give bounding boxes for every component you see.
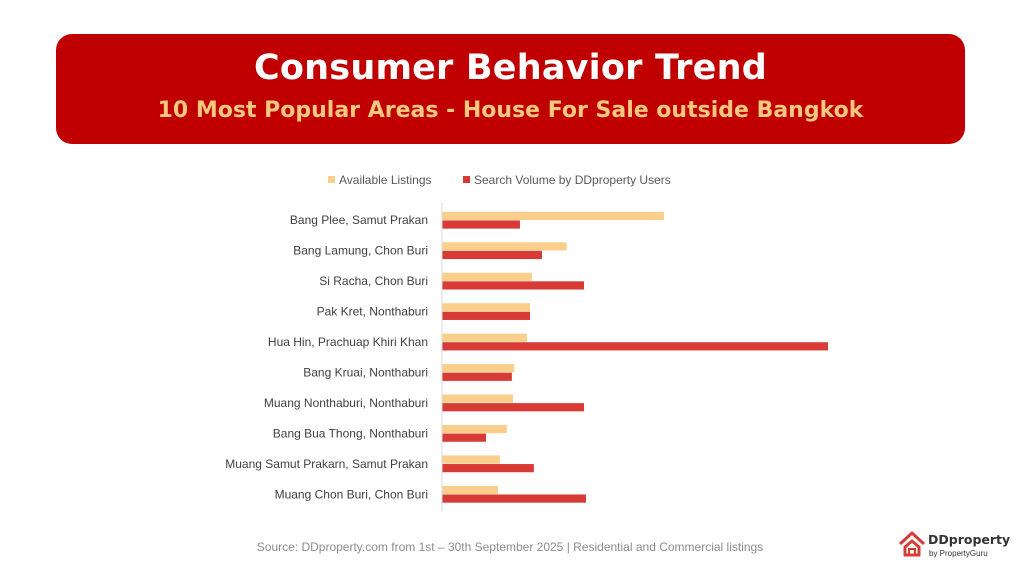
page-subtitle: 10 Most Popular Areas - House For Sale o… [157,98,864,123]
category-label: Bang Kruai, Nonthaburi [303,365,428,379]
category-label: Muang Chon Buri, Chon Buri [275,487,428,501]
bar-available-listings [442,455,500,464]
category-label: Bang Plee, Samut Prakan [290,213,428,227]
bar-available-listings [442,242,567,251]
category-label: Muang Samut Prakarn, Samut Prakan [225,457,428,471]
logo-brand-text: DDproperty [928,532,1011,547]
bar-available-listings [442,272,532,281]
bar-available-listings [442,364,515,373]
bar-available-listings [442,394,514,403]
category-labels: Bang Plee, Samut Prakan Bang Lamung, Chon… [225,213,428,501]
bar-search-volume [442,281,585,290]
ddproperty-house-icon [898,531,926,557]
bar-search-volume [442,311,531,320]
category-label: Bang Lamung, Chon Buri [293,244,428,258]
bar-available-listings [442,424,507,434]
logo-sub-text: by PropertyGuru [929,549,988,558]
bar-search-volume [442,464,534,473]
chart-bars [442,211,828,503]
bar-search-volume [442,342,828,351]
bar-search-volume [442,220,520,229]
title-banner: Consumer Behavior Trend 10 Most Popular … [56,34,965,144]
legend-swatch-search [463,176,470,183]
bar-search-volume [442,433,487,442]
source-note: Source: DDproperty.com from 1st – 30th S… [256,540,764,554]
bar-search-volume [442,494,586,503]
chart-legend: Available Listings Search Volume by DDpro… [328,173,671,187]
category-label: Hua Hin, Prachuap Khiri Khan [268,335,428,349]
category-label: Muang Nonthaburi, Nonthaburi [264,396,428,410]
category-label: Si Racha, Chon Buri [319,274,428,288]
bar-available-listings [442,485,498,495]
category-label: Pak Kret, Nonthaburi [317,305,428,319]
legend-swatch-listings [328,176,335,183]
bar-available-listings [442,333,527,342]
category-label: Bang Bua Thong, Nonthaburi [273,426,428,440]
bar-available-listings [442,303,531,312]
bar-available-listings [442,211,664,221]
brand-logo: DDproperty by PropertyGuru [898,530,1011,560]
bar-search-volume [442,372,512,381]
bar-search-volume [442,250,542,260]
legend-label-search: Search Volume by DDproperty Users [474,173,671,187]
bar-search-volume [442,403,585,412]
page-title: Consumer Behavior Trend [254,48,767,88]
legend-label-listings: Available Listings [339,173,432,187]
